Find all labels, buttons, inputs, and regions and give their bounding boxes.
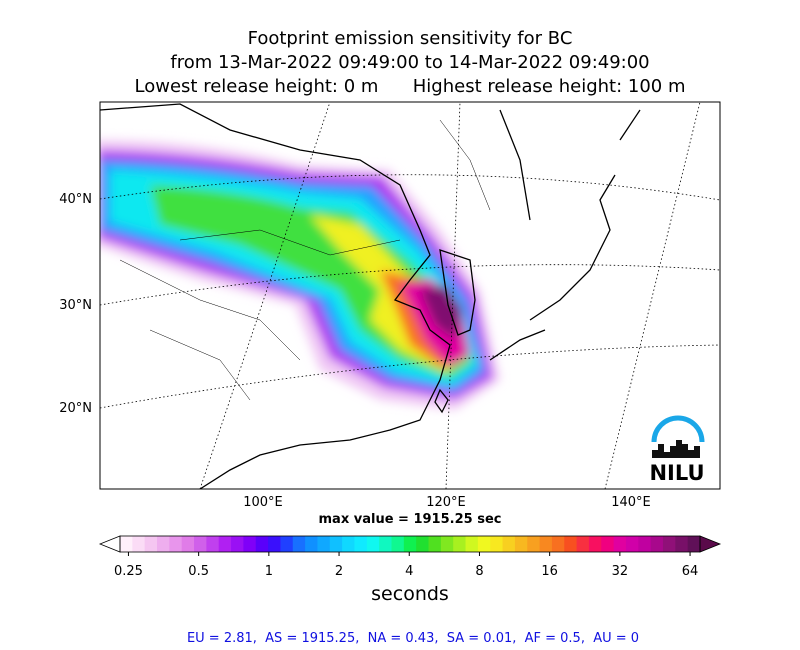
colorbar-segment [576, 536, 590, 552]
colorbar-tick-label: 4 [405, 564, 413, 579]
colorbar-segment [465, 536, 479, 552]
colorbar-segment [354, 536, 368, 552]
colorbar-segment [601, 536, 615, 552]
title-line: Lowest release height: 0 m Highest relea… [135, 76, 686, 97]
colorbar-under [98, 535, 121, 553]
logo-text: NILU [649, 461, 704, 485]
colorbar-over [699, 535, 722, 553]
colorbar-segment [440, 536, 454, 552]
colorbar-segment [120, 536, 133, 552]
colorbar-segment [428, 536, 442, 552]
lon-label: 140°E [611, 495, 651, 510]
colorbar-segment [317, 536, 331, 552]
colorbar-tick-label: 8 [475, 564, 483, 579]
colorbar-label: seconds [371, 583, 449, 605]
colorbar-segment [132, 536, 146, 552]
colorbar-frame [119, 535, 701, 553]
colorbar-segment [292, 536, 306, 552]
colorbar-segment [650, 536, 664, 552]
colorbar-tick-label: 1 [265, 564, 273, 579]
colorbar-segment [527, 536, 541, 552]
colorbar: 0.25 0.5 1 2 4 8 16 32 64 [98, 535, 722, 579]
colorbar-segment [169, 536, 183, 552]
map-frame [99, 101, 721, 490]
lat-label: 30°N [59, 298, 92, 313]
colorbar-tick-label: 0.5 [188, 564, 209, 579]
colorbar-tick-label: 64 [682, 564, 699, 579]
colorbar-segment [477, 536, 491, 552]
colorbar-segment [502, 536, 516, 552]
colorbar-segment [613, 536, 627, 552]
colorbar-segment [625, 536, 639, 552]
colorbar-segment [206, 536, 220, 552]
colorbar-segment [181, 536, 195, 552]
colorbar-segment [305, 536, 318, 552]
colorbar-segment [231, 536, 244, 552]
footer-stats: EU = 2.81, AS = 1915.25, NA = 0.43, SA =… [187, 631, 639, 646]
map [100, 102, 720, 489]
colorbar-segment [490, 536, 504, 552]
colorbar-segment [144, 536, 158, 552]
colorbar-segment [551, 536, 565, 552]
colorbar-segment [243, 536, 257, 552]
colorbar-segment [268, 536, 281, 552]
nilu-logo: NILU [649, 415, 705, 485]
colorbar-segment [366, 536, 380, 552]
title-line: Footprint emission sensitivity for BC [248, 28, 573, 49]
colorbar-segment [687, 536, 701, 552]
colorbar-segment [391, 536, 405, 552]
lon-label: 100°E [243, 495, 283, 510]
plume [100, 140, 500, 410]
lat-label: 20°N [59, 401, 92, 416]
colorbar-segment [453, 536, 467, 552]
colorbar-segment [342, 536, 355, 552]
colorbar-segment [638, 536, 652, 552]
colorbar-segment [403, 536, 417, 552]
colorbar-segment [255, 536, 269, 552]
colorbar-segment [564, 536, 578, 552]
colorbar-segment [662, 536, 676, 552]
colorbar-tick-label: 32 [612, 564, 629, 579]
colorbar-tick-label: 2 [335, 564, 343, 579]
colorbar-segment [416, 536, 430, 552]
colorbar-segment [329, 536, 343, 552]
colorbar-segment [218, 536, 232, 552]
colorbar-segment [280, 536, 294, 552]
colorbar-segment [514, 536, 528, 552]
colorbar-tick-label: 16 [541, 564, 558, 579]
title-line: from 13-Mar-2022 09:49:00 to 14-Mar-2022… [170, 52, 649, 73]
max-value: max value = 1915.25 sec [319, 512, 502, 527]
colorbar-segment [588, 536, 602, 552]
lat-label: 40°N [59, 192, 92, 207]
colorbar-segment [157, 536, 170, 552]
colorbar-segment [379, 536, 392, 552]
colorbar-segment [539, 536, 553, 552]
colorbar-tick-label: 0.25 [114, 564, 143, 579]
lon-label: 120°E [426, 495, 466, 510]
colorbar-segment [194, 536, 207, 552]
colorbar-segment [675, 536, 689, 552]
